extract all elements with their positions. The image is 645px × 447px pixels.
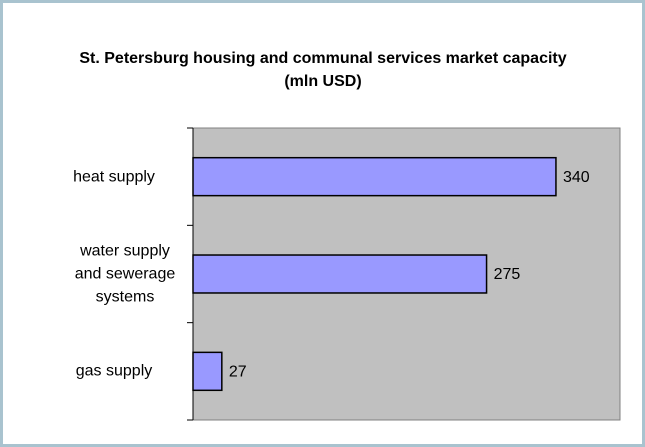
category-label: heat supply xyxy=(73,168,155,186)
value-label: 275 xyxy=(494,266,521,283)
value-label: 27 xyxy=(229,364,247,381)
value-label: 340 xyxy=(563,169,590,186)
bar xyxy=(192,254,488,294)
bar xyxy=(192,351,223,392)
bar xyxy=(192,156,557,197)
chart-title: St. Petersburg housing and communal serv… xyxy=(79,50,567,90)
category-label: water supply and sewerage systems xyxy=(74,242,176,306)
category-label: gas supply xyxy=(75,362,153,380)
plot: 340 275 27 xyxy=(187,127,621,421)
